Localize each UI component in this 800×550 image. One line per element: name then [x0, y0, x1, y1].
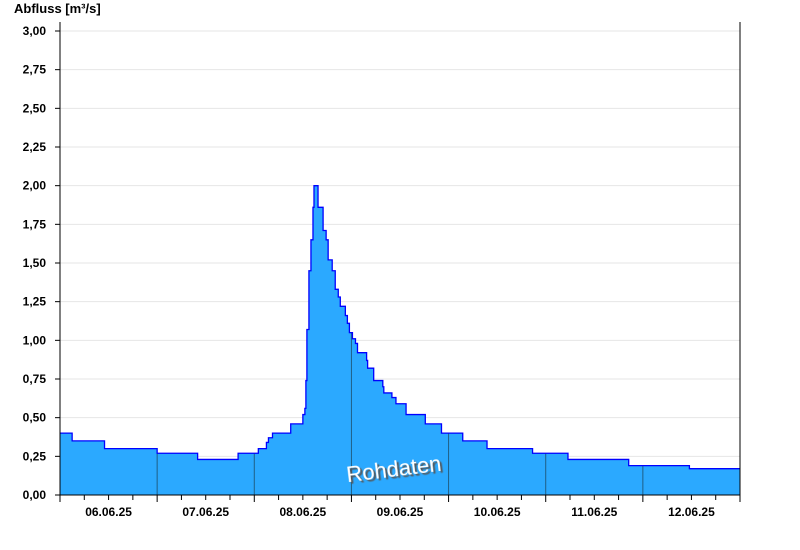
discharge-area — [60, 185, 740, 495]
y-tick-label: 0,25 — [23, 449, 47, 463]
discharge-line — [60, 185, 740, 470]
x-tick-label: 09.06.25 — [377, 505, 424, 519]
y-tick-label: 1,50 — [23, 256, 47, 270]
y-tick-label: 2,50 — [23, 101, 47, 115]
y-tick-label: 3,00 — [23, 24, 47, 38]
x-tick-label: 12.06.25 — [668, 505, 715, 519]
y-tick-label: 1,00 — [23, 333, 47, 347]
y-tick-label: 1,75 — [23, 217, 47, 231]
y-tick-label: 1,25 — [23, 295, 47, 309]
x-tick-label: 10.06.25 — [474, 505, 521, 519]
x-tick-label: 11.06.25 — [571, 505, 617, 519]
x-tick-label: 07.06.25 — [182, 505, 229, 519]
y-tick-label: 0,00 — [23, 488, 47, 502]
y-tick-label: 2,25 — [23, 140, 47, 154]
y-axis-title: Abfluss [m³/s] — [14, 1, 101, 16]
x-tick-label: 06.06.25 — [85, 505, 132, 519]
y-tick-label: 0,50 — [23, 411, 47, 425]
y-tick-label: 2,00 — [23, 179, 47, 193]
y-tick-label: 2,75 — [23, 63, 47, 77]
y-tick-label: 0,75 — [23, 372, 47, 386]
x-tick-label: 08.06.25 — [279, 505, 326, 519]
